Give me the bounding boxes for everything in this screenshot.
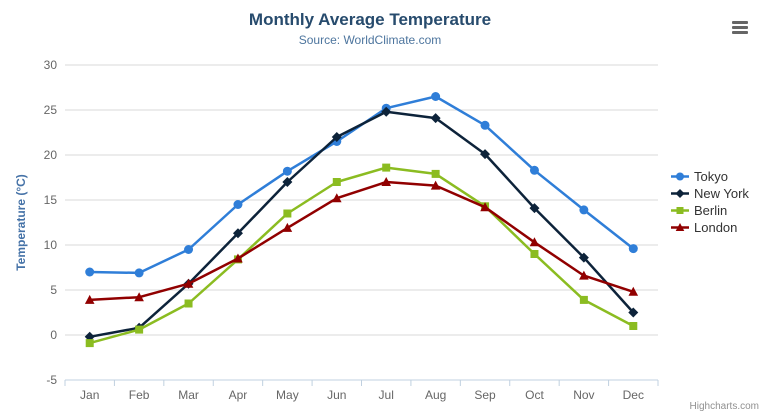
- marker-tokyo-dec[interactable]: [628, 244, 638, 254]
- legend-symbol-berlin: [671, 207, 689, 214]
- marker-london-jul[interactable]: [381, 177, 392, 186]
- x-axis-label: Aug: [425, 388, 446, 402]
- marker-new-york-may[interactable]: [282, 177, 293, 187]
- marker-london-dec[interactable]: [628, 286, 639, 296]
- series-line-tokyo: [89, 95, 635, 275]
- marker-berlin-jul[interactable]: [382, 163, 391, 172]
- y-axis-label: 30: [44, 58, 58, 72]
- marker-tokyo-nov[interactable]: [579, 205, 589, 215]
- marker-new-york-jul[interactable]: [381, 106, 392, 117]
- series-tokyo: [85, 92, 638, 278]
- marker-london-feb[interactable]: [134, 292, 144, 302]
- marker-tokyo-sep[interactable]: [480, 120, 490, 130]
- y-axis-label: 0: [50, 328, 57, 342]
- legend: Tokyo New York Berlin London: [671, 168, 749, 236]
- marker-new-york-dec[interactable]: [628, 307, 639, 318]
- marker-berlin-may[interactable]: [283, 209, 292, 218]
- marker-london-jan[interactable]: [84, 294, 95, 304]
- marker-london-nov[interactable]: [579, 270, 589, 280]
- x-axis-label: May: [276, 388, 299, 402]
- legend-marker-tokyo: [676, 172, 684, 181]
- y-axis-label: 20: [44, 148, 58, 162]
- x-axis-label: Feb: [129, 388, 150, 402]
- legend-label: Berlin: [694, 203, 728, 218]
- chart-title: Monthly Average Temperature: [248, 10, 492, 29]
- marker-tokyo-aug[interactable]: [431, 92, 441, 101]
- marker-new-york-aug[interactable]: [430, 113, 441, 124]
- legend-symbol-tokyo: [671, 172, 689, 181]
- series-line-london: [89, 180, 634, 302]
- x-axis-label: Apr: [229, 388, 248, 402]
- marker-london-jun[interactable]: [331, 193, 342, 203]
- x-axis-label: Mar: [178, 388, 199, 402]
- highcharts-credit-link[interactable]: Highcharts.com: [689, 401, 759, 412]
- marker-tokyo-oct[interactable]: [529, 165, 539, 175]
- legend-marker-london: [675, 223, 685, 231]
- legend-item-berlin[interactable]: Berlin: [671, 202, 749, 219]
- legend-label: Tokyo: [694, 169, 728, 184]
- x-axis-label: Sep: [474, 388, 496, 402]
- marker-london-apr[interactable]: [233, 253, 243, 263]
- series-london: [84, 177, 639, 304]
- y-axis-label: 25: [44, 103, 58, 117]
- marker-berlin-nov[interactable]: [579, 295, 588, 304]
- legend-label: London: [694, 220, 738, 235]
- y-axis-label: -5: [46, 373, 57, 387]
- x-axis-label: Oct: [525, 388, 544, 402]
- marker-berlin-oct[interactable]: [530, 250, 539, 258]
- series-line-berlin: [89, 166, 634, 345]
- legend-item-tokyo[interactable]: Tokyo: [671, 168, 749, 185]
- x-axis-label: Jun: [327, 388, 346, 402]
- marker-berlin-jun[interactable]: [332, 178, 341, 186]
- y-axis-label: 5: [50, 283, 57, 297]
- y-axis-label: 10: [44, 238, 58, 252]
- marker-new-york-sep[interactable]: [480, 149, 491, 160]
- marker-london-oct[interactable]: [529, 237, 540, 247]
- context-menu-button[interactable]: [732, 21, 748, 34]
- marker-london-may[interactable]: [282, 222, 293, 232]
- x-axis-label: Nov: [573, 388, 594, 402]
- x-axis-label: Dec: [623, 388, 644, 402]
- x-axis-label: Jul: [379, 388, 394, 402]
- marker-tokyo-jan[interactable]: [85, 267, 95, 277]
- legend-item-new-york[interactable]: New York: [671, 185, 749, 202]
- marker-london-aug[interactable]: [430, 180, 441, 190]
- marker-berlin-feb[interactable]: [135, 325, 144, 334]
- marker-new-york-oct[interactable]: [529, 203, 540, 214]
- marker-tokyo-may[interactable]: [282, 166, 292, 176]
- marker-london-sep[interactable]: [480, 202, 490, 212]
- marker-new-york-nov[interactable]: [578, 252, 589, 263]
- marker-new-york-jun[interactable]: [331, 132, 342, 142]
- x-axis-label: Jan: [80, 388, 99, 402]
- hamburger-icon: [732, 31, 748, 34]
- series-new-york: [84, 106, 639, 342]
- legend-item-london[interactable]: London: [671, 219, 749, 236]
- hamburger-icon: [732, 21, 748, 24]
- marker-berlin-aug[interactable]: [431, 169, 440, 178]
- legend-marker-new-york: [675, 189, 685, 198]
- y-axis-label: 15: [44, 193, 58, 207]
- chart-subtitle: Source: WorldClimate.com: [298, 33, 442, 47]
- marker-berlin-jan[interactable]: [85, 339, 94, 348]
- legend-marker-berlin: [676, 207, 684, 214]
- hamburger-icon: [732, 26, 748, 29]
- marker-tokyo-mar[interactable]: [184, 245, 194, 254]
- marker-berlin-mar[interactable]: [184, 299, 193, 308]
- marker-berlin-dec[interactable]: [629, 322, 638, 330]
- marker-new-york-apr[interactable]: [232, 228, 243, 239]
- series-line-new-york: [89, 110, 635, 339]
- marker-tokyo-feb[interactable]: [134, 268, 144, 278]
- y-axis-title: Temperature (°C): [14, 174, 28, 271]
- legend-label: New York: [694, 186, 749, 201]
- legend-symbol-london: [671, 223, 689, 231]
- marker-london-mar[interactable]: [183, 278, 194, 288]
- marker-tokyo-apr[interactable]: [233, 200, 243, 209]
- legend-symbol-new-york: [671, 189, 689, 198]
